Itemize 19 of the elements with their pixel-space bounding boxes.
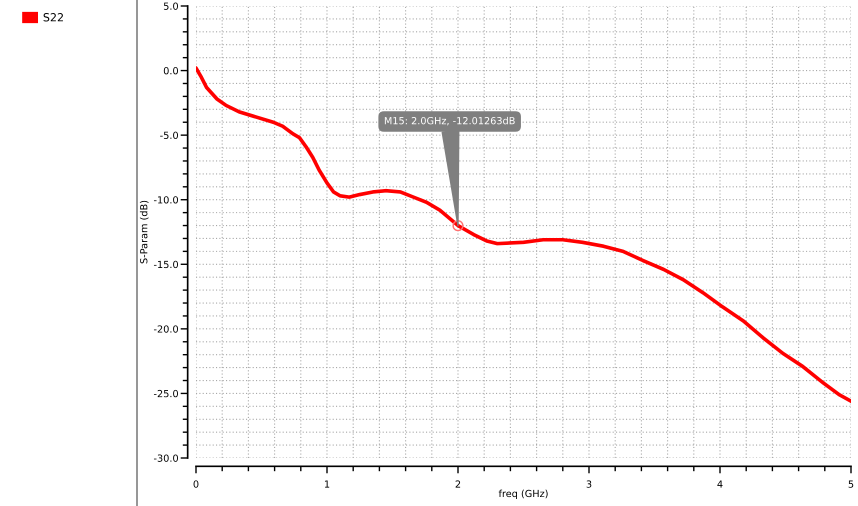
x-tick-label: 4 [717, 480, 723, 488]
y-tick-label: -5.0 [160, 132, 178, 139]
annotation: M15: 2.0GHz, -12.01263dB [384, 116, 515, 126]
x-tick-label: 0 [194, 480, 198, 488]
y-tick-label: -15.0 [154, 260, 178, 268]
x-axis-title: freq (GHz) [498, 490, 548, 500]
x-tick-label: 5 [848, 480, 854, 488]
y-tick-label: -20.0 [154, 325, 178, 333]
x-tick-label: 2 [456, 480, 460, 488]
y-tick-label: -10.0 [154, 196, 178, 204]
y-tick-label: -30.0 [154, 454, 178, 462]
x-tick-label: 1 [324, 480, 330, 488]
line-series [196, 66, 851, 403]
x-tick-label: 3 [586, 480, 592, 488]
legend-label: S22 [44, 13, 63, 22]
y-tick-label: 5.0 [164, 2, 178, 10]
y-axis-title: S-Param (dB) [140, 200, 149, 264]
y-tick-label: -25.0 [154, 390, 178, 398]
y-tick-label: 0.0 [164, 67, 178, 74]
